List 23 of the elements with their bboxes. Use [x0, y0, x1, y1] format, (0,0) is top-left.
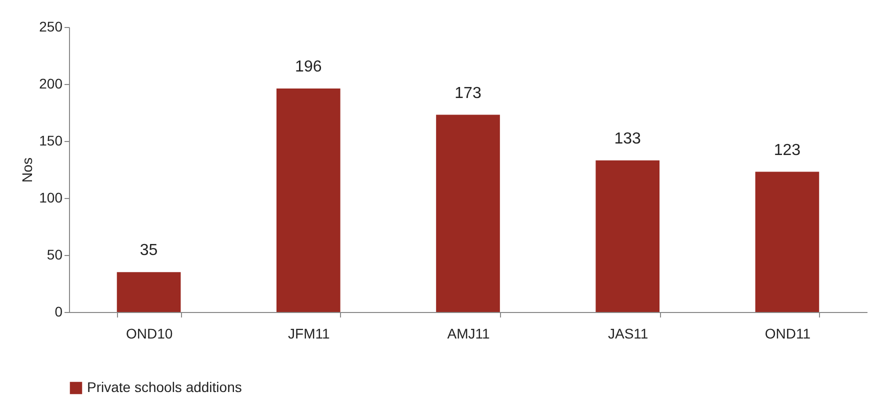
- y-tick-label: 150: [39, 132, 63, 148]
- bar: [116, 272, 181, 312]
- y-tick-label: 250: [39, 18, 63, 34]
- data-label: 173: [454, 84, 482, 102]
- bar: [596, 160, 660, 312]
- x-tick-label: JFM11: [288, 326, 330, 342]
- x-tick-label: OND10: [126, 326, 173, 342]
- y-tick-label: 200: [39, 76, 63, 92]
- bar: [755, 172, 820, 312]
- data-label: 196: [295, 58, 322, 76]
- x-tick-label: AMJ11: [447, 326, 490, 342]
- y-tick-label: 50: [46, 246, 63, 262]
- y-axis-title: Nos: [19, 158, 36, 182]
- bar: [276, 88, 340, 312]
- x-tick-label: OND11: [764, 326, 811, 342]
- data-label: 123: [774, 142, 801, 159]
- bar: [436, 114, 500, 312]
- legend-label: Private schools additions: [87, 379, 242, 395]
- y-tick-label: 100: [39, 190, 63, 206]
- data-label: 133: [614, 130, 642, 148]
- x-tick-label: JAS11: [608, 326, 648, 342]
- y-tick-label: 0: [54, 304, 63, 320]
- data-label: 35: [140, 242, 158, 260]
